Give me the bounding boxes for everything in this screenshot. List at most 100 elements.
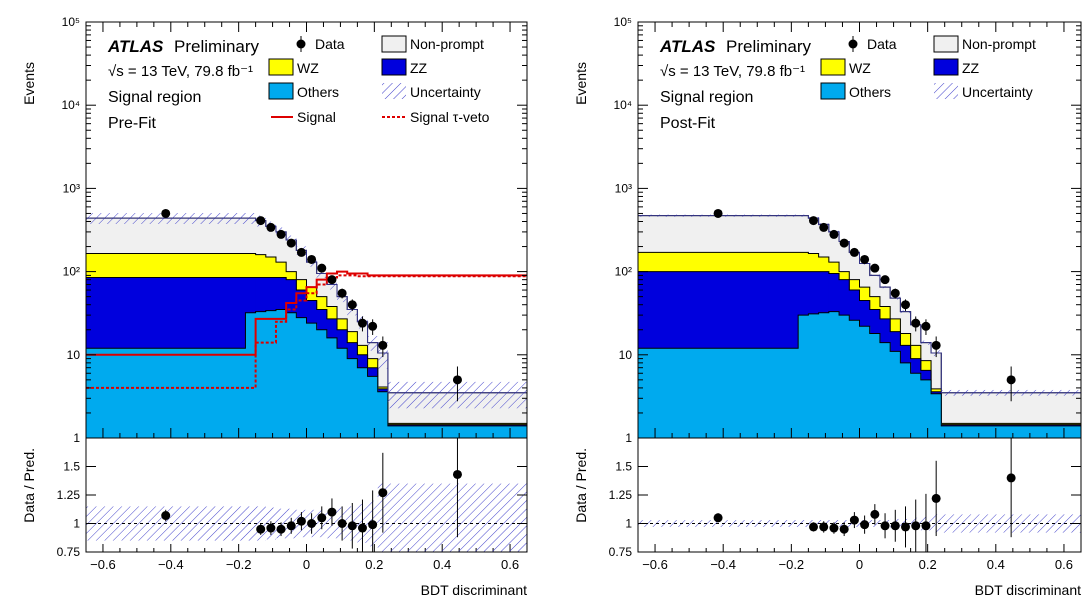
- stack-bar-others: [638, 348, 799, 438]
- ratio-y-tick-label: 1.25: [57, 488, 81, 502]
- y-tick-label: 10⁵: [614, 15, 632, 29]
- stack-bar-others: [275, 309, 287, 438]
- data-point: [911, 318, 921, 328]
- data-point: [296, 247, 306, 257]
- signal-line: [86, 270, 527, 356]
- legend-others-label: Others: [297, 84, 339, 100]
- legend-uncertainty-label: Uncertainty: [962, 84, 1033, 100]
- data-point: [808, 216, 818, 226]
- ratio-point: [256, 524, 266, 534]
- ratio-point: [266, 523, 276, 533]
- stack-bar-others: [818, 312, 830, 438]
- legend-wz-swatch: [268, 58, 294, 76]
- ratio-frame: [637, 437, 1082, 553]
- y-tick-label: 10⁴: [61, 98, 80, 112]
- ratio-point: [347, 521, 357, 531]
- ratio-point: [870, 509, 880, 519]
- legend-uncertainty-label: Uncertainty: [410, 84, 481, 100]
- main-plot-area: [86, 213, 527, 438]
- stack-bar-others: [337, 348, 348, 438]
- x-axis-label: BDT discriminant: [421, 582, 527, 598]
- stack-bar-others: [326, 337, 338, 438]
- stack-bar-others: [931, 393, 942, 438]
- legend-signal-label: Signal: [297, 109, 336, 125]
- uncertainty-band: [367, 336, 378, 351]
- ratio-point: [276, 524, 286, 534]
- y-tick-label: 10⁵: [62, 15, 80, 29]
- ratio-point: [307, 519, 317, 528]
- data-point: [337, 288, 347, 298]
- stack-outline-zz: [638, 271, 1081, 426]
- stack-bar-others: [798, 315, 809, 438]
- x-tick-label: 0: [856, 557, 863, 572]
- stack-bar-others: [900, 362, 912, 438]
- stack-bar-others: [265, 310, 277, 438]
- ratio-point: [880, 521, 890, 531]
- data-point: [357, 318, 367, 328]
- stack-bar-others: [245, 312, 257, 438]
- ratio-plot-area: [86, 438, 527, 552]
- data-point: [921, 321, 931, 331]
- legend-zz-swatch: [933, 58, 959, 76]
- y-tick-label: 10: [619, 348, 633, 362]
- ratio-y-tick-label: 1.5: [615, 460, 632, 474]
- stack-bar-others: [347, 358, 358, 438]
- y-tick-label: 10²: [63, 265, 80, 279]
- data-point: [931, 340, 941, 350]
- fit-label: Post-Fit: [660, 115, 716, 132]
- ratio-point: [860, 520, 870, 530]
- data-point: [378, 340, 388, 350]
- stack-bar-others: [910, 373, 922, 438]
- y-tick-label: 10²: [615, 265, 632, 279]
- ratio-point: [296, 516, 306, 526]
- ratio-point: [317, 513, 327, 523]
- ratio-point: [327, 507, 337, 517]
- ratio-point: [808, 522, 818, 532]
- data-point: [317, 263, 327, 273]
- x-tick-label: 0: [303, 557, 310, 572]
- data-point: [327, 275, 337, 285]
- stack-bar-others: [890, 351, 901, 438]
- legend-nonprompt-swatch: [381, 35, 407, 53]
- ratio-y-tick-label: 1: [625, 517, 632, 531]
- right-panel: 1 10 10² 10³ 10⁴ 10⁵ −0.6 −0.4 −0.2 0 0.2 0.4 0.6 0.7…: [573, 15, 1082, 598]
- ratio-point: [378, 488, 388, 498]
- x-tick-label: 0.2: [919, 557, 937, 572]
- legend-data-marker: [848, 39, 858, 49]
- data-point: [256, 216, 266, 226]
- y-tick-label: 10³: [63, 181, 80, 195]
- y-tick-label: 10³: [615, 181, 632, 195]
- stack-bar-others: [255, 311, 267, 438]
- data-point: [161, 208, 171, 218]
- ratio-point: [713, 513, 723, 523]
- legend-others-label: Others: [849, 84, 891, 100]
- status-label: Preliminary: [174, 37, 260, 56]
- legend-data-marker: [296, 39, 306, 49]
- data-point: [347, 300, 357, 310]
- stack-bar-others: [306, 323, 318, 438]
- x-tick-label: 0.4: [987, 557, 1005, 572]
- ratio-point: [337, 519, 347, 528]
- data-point: [1006, 375, 1016, 385]
- stack-outline-zz: [86, 276, 527, 426]
- stack-bar-others: [828, 311, 840, 438]
- data-point: [368, 321, 378, 331]
- ratio-point: [890, 521, 900, 531]
- legend-wz-swatch: [820, 58, 846, 76]
- ratio-y-axis-label: Data / Pred.: [21, 448, 37, 523]
- legend-zz-swatch: [381, 58, 407, 76]
- legend-others-swatch: [268, 82, 294, 100]
- data-point: [860, 254, 870, 264]
- ratio-point: [911, 521, 921, 531]
- legend-zz-label: ZZ: [962, 60, 980, 76]
- atlas-label: ATLAS: [659, 37, 716, 56]
- ratio-y-tick-label: 1.5: [63, 460, 80, 474]
- legend-data-label: Data: [867, 36, 897, 52]
- data-point: [890, 288, 900, 298]
- data-point: [452, 375, 462, 385]
- data-point: [849, 247, 859, 257]
- stack-bar-others: [941, 425, 1081, 438]
- legend-wz-label: WZ: [297, 60, 319, 76]
- left-panel: 1 10 10² 10³ 10⁴ 10⁵ −0.6 −0.4 −0.2 0 0.2 0.4 0.6 0.7…: [21, 15, 528, 598]
